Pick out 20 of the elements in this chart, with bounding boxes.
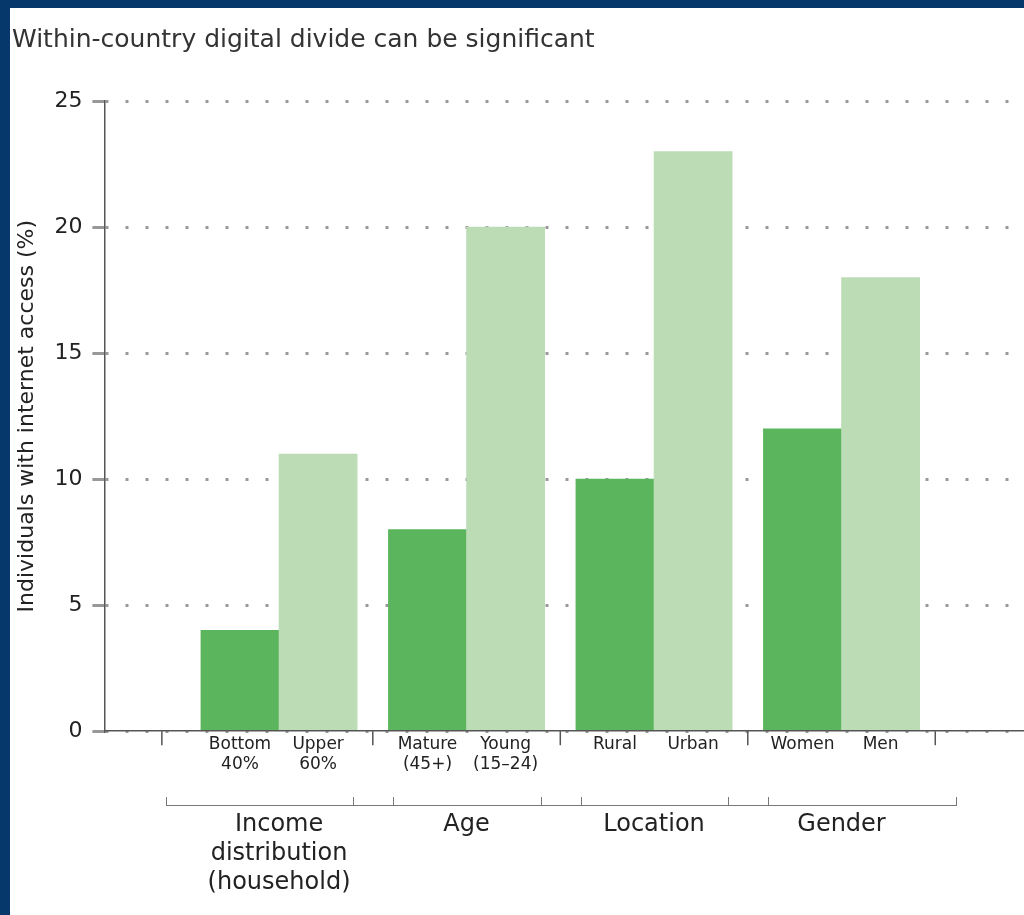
- y-tick-label: 10: [54, 464, 83, 490]
- x-tick-label: Rural: [593, 732, 637, 753]
- x-tick-label: Urban: [667, 732, 719, 753]
- y-tick-label: 15: [54, 338, 83, 364]
- x-tick-label: Women: [770, 732, 835, 753]
- y-tick-label: 5: [68, 590, 83, 616]
- x-tick-label: Bottom 40%: [208, 732, 272, 774]
- y-tick-label: 25: [54, 86, 83, 112]
- x-tick-label: Upper 60%: [292, 732, 344, 774]
- x-tick-label: Young (15–24): [473, 732, 539, 774]
- y-axis-title: Individuals with internet access (%): [12, 219, 38, 613]
- chart-title: Within-country digital divide can be significant: [12, 24, 595, 53]
- text: Gender: [797, 809, 886, 839]
- y-tick-label: 0: [68, 716, 83, 742]
- x-tick-label: Men: [862, 732, 899, 753]
- y-tick-label: 20: [54, 212, 83, 238]
- text: Location: [603, 809, 705, 839]
- text: Age: [443, 809, 490, 839]
- text: Income distribution (household): [207, 809, 351, 897]
- x-tick-label: Mature (45+): [397, 732, 458, 774]
